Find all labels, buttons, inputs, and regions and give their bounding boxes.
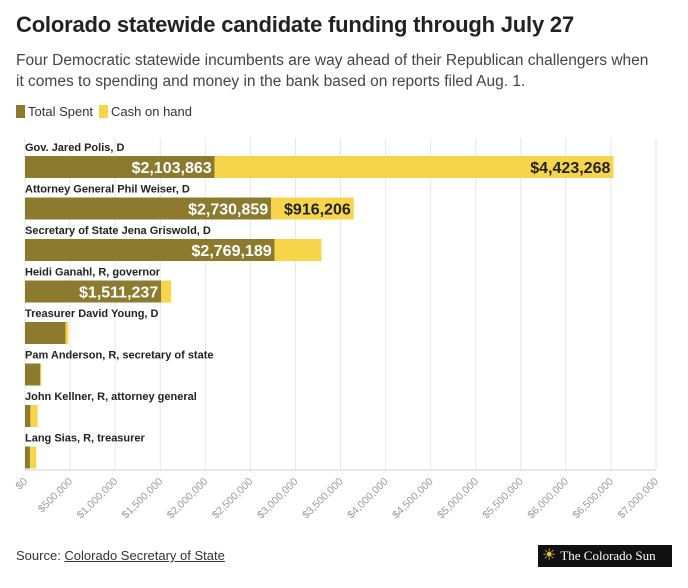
brand-name: The Colorado Sun — [560, 548, 656, 563]
category-label: Attorney General Phil Weiser, D — [25, 184, 190, 196]
legend-label-cash: Cash on hand — [111, 104, 192, 119]
x-tick-label: $3,000,000 — [255, 476, 301, 522]
data-label-cash-on-hand: $4,423,268 — [530, 160, 610, 177]
bar-total-spent — [25, 280, 162, 303]
x-tick-label: $4,000,000 — [345, 476, 391, 522]
category-label: Treasurer David Young, D — [25, 308, 159, 320]
x-tick-label: $1,000,000 — [75, 476, 121, 522]
bar-cash-on-hand — [271, 197, 354, 220]
x-tick-label: $5,000,000 — [435, 476, 481, 522]
data-label-cash-on-hand: $916,206 — [284, 202, 351, 219]
data-label-total-spent: $2,103,863 — [132, 160, 212, 177]
bar-cash-on-hand — [30, 405, 38, 427]
bar-cash-on-hand — [29, 446, 37, 469]
legend-item-spent: Total Spent — [16, 104, 93, 119]
category-label: Gov. Jared Polis, D — [25, 142, 124, 154]
x-tick-label: $5,500,000 — [480, 476, 526, 522]
bar-cash-on-hand — [161, 280, 172, 303]
category-label: Pam Anderson, R, secretary of state — [25, 350, 214, 362]
source-prefix: Source: — [16, 548, 65, 563]
x-tick-label: $1,500,000 — [120, 476, 166, 522]
bar-cash-on-hand — [214, 156, 614, 178]
category-label: Heidi Ganahl, R, governor — [25, 267, 161, 279]
x-tick-label: $0 — [13, 476, 30, 493]
x-tick-label: $4,500,000 — [390, 476, 436, 522]
x-tick-label: $2,000,000 — [165, 476, 211, 522]
legend-swatch-spent — [16, 105, 25, 118]
x-tick-label: $6,500,000 — [570, 476, 616, 522]
x-tick-label: $3,500,000 — [300, 476, 346, 522]
bar-cash-on-hand — [274, 239, 322, 261]
category-label: Lang Sias, R, treasurer — [25, 433, 146, 445]
x-tick-label: $6,000,000 — [525, 476, 571, 522]
data-label-total-spent: $2,730,859 — [188, 202, 268, 219]
chart-subtitle: Four Democratic statewide incumbents are… — [16, 52, 649, 90]
bar-total-spent — [25, 197, 272, 220]
category-label: Secretary of State Jena Griswold, D — [25, 225, 211, 237]
data-label-total-spent: $2,769,189 — [192, 243, 272, 260]
bar-total-spent — [25, 446, 30, 469]
bar-total-spent — [25, 322, 66, 344]
bar-cash-on-hand — [40, 363, 42, 386]
source-link[interactable]: Colorado Secretary of State — [64, 548, 225, 563]
bar-total-spent — [25, 363, 41, 386]
category-label: John Kellner, R, attorney general — [25, 391, 197, 403]
legend-item-cash: Cash on hand — [99, 104, 192, 119]
bar-total-spent — [25, 239, 275, 261]
source-note: Source: Colorado Secretary of State — [16, 548, 225, 563]
bar-cash-on-hand — [65, 322, 69, 344]
brand-logo: ☀ The Colorado Sun — [538, 545, 672, 567]
sun-icon: ☀ — [542, 547, 557, 564]
x-tick-label: $7,000,000 — [615, 476, 661, 522]
chart-title: Colorado statewide candidate funding thr… — [16, 12, 574, 37]
legend-swatch-cash — [99, 105, 109, 118]
data-label-total-spent: $1,511,237 — [79, 285, 158, 302]
x-tick-label: $500,000 — [36, 476, 76, 516]
legend-label-spent: Total Spent — [28, 104, 94, 119]
x-tick-label: $2,500,000 — [210, 476, 256, 522]
bar-total-spent — [25, 405, 31, 427]
legend: Total Spent Cash on hand — [16, 104, 198, 119]
bar-chart: $0 $500,000 $1,000,000 $1,500,000 $2,000,000… — [13, 138, 661, 522]
bar-total-spent — [25, 156, 215, 178]
